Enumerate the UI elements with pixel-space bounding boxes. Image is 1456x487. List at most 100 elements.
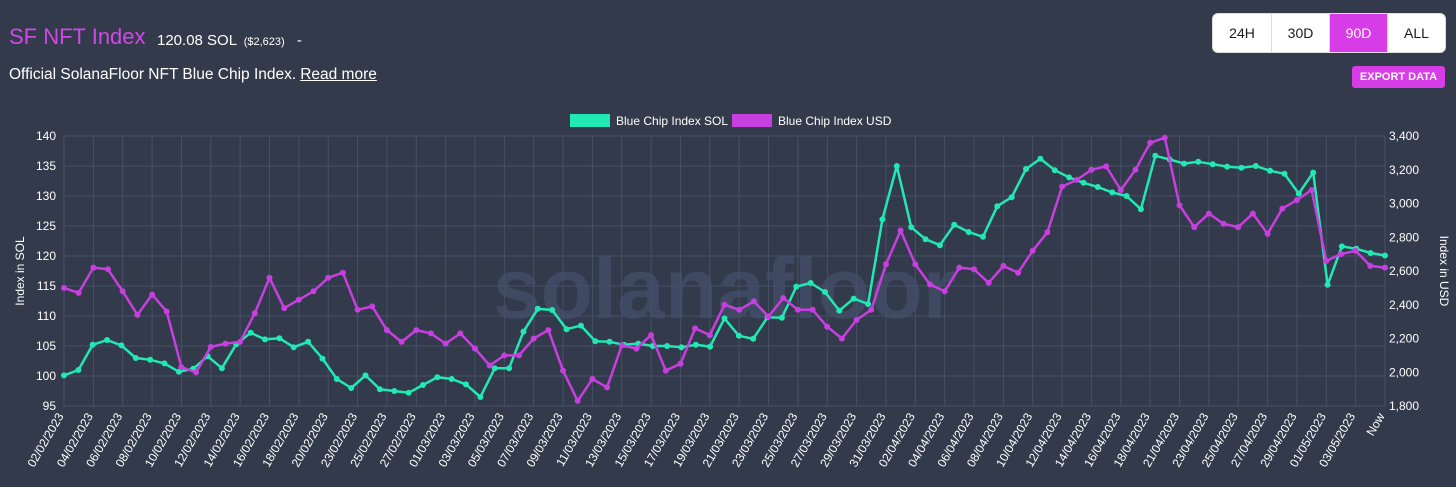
read-more-link[interactable]: Read more — [300, 66, 377, 83]
data-point-sol — [1224, 163, 1231, 170]
data-point-usd — [1264, 230, 1271, 237]
data-point-sol — [822, 289, 828, 295]
data-point-usd — [721, 301, 728, 308]
legend-swatch-usd[interactable] — [732, 114, 772, 127]
data-point-usd — [90, 264, 97, 271]
price-usd: ($2,623) — [243, 36, 285, 48]
data-point-sol — [391, 388, 398, 394]
data-point-usd — [1220, 220, 1227, 227]
data-point-usd — [1176, 202, 1183, 209]
data-point-sol — [793, 283, 800, 290]
data-point-sol — [721, 315, 728, 322]
range-90d-button[interactable]: 90D — [1329, 14, 1387, 52]
data-point-usd — [1338, 251, 1344, 258]
data-point-sol — [549, 307, 556, 313]
y-tick-label-right: 1,800 — [1389, 399, 1419, 413]
data-point-usd — [750, 298, 757, 305]
data-point-sol — [735, 332, 742, 339]
data-point-sol — [1109, 189, 1116, 196]
data-point-sol — [807, 280, 814, 286]
y-tick-label-left: 110 — [37, 309, 56, 323]
legend-label-sol: Blue Chip Index SOL — [616, 114, 728, 128]
y-tick-label-right: 2,800 — [1389, 230, 1419, 244]
data-point-usd — [1132, 166, 1139, 173]
data-point-sol — [319, 355, 326, 362]
data-point-usd — [339, 269, 346, 276]
range-all-button[interactable]: ALL — [1387, 14, 1445, 52]
data-point-sol — [994, 203, 1001, 210]
data-point-sol — [936, 242, 943, 249]
data-point-usd — [193, 369, 200, 376]
y-tick-label-left: 105 — [36, 339, 56, 353]
data-point-usd — [648, 332, 655, 339]
data-point-usd — [589, 376, 596, 382]
data-point-usd — [1279, 205, 1286, 212]
data-point-usd — [472, 345, 478, 352]
data-point-sol — [61, 372, 67, 379]
legend-swatch-sol[interactable] — [570, 114, 610, 127]
data-point-sol — [506, 365, 513, 372]
data-point-usd — [295, 296, 302, 303]
data-point-usd — [736, 306, 743, 313]
data-point-sol — [1324, 281, 1331, 288]
export-data-button[interactable]: EXPORT DATA — [1352, 66, 1445, 88]
data-point-sol — [836, 307, 843, 314]
data-point-sol — [376, 386, 383, 393]
data-point-usd — [1015, 269, 1022, 276]
data-point-sol — [678, 344, 685, 351]
data-point-sol — [664, 343, 671, 349]
data-point-sol — [1181, 160, 1187, 167]
data-point-sol — [520, 328, 527, 335]
data-point-usd — [237, 338, 244, 345]
data-point-sol — [333, 376, 340, 382]
data-point-usd — [1103, 163, 1110, 170]
data-point-usd — [765, 313, 772, 320]
data-point-usd — [868, 306, 875, 313]
data-point-usd — [1117, 187, 1124, 193]
data-point-sol — [1123, 193, 1130, 199]
data-point-sol — [75, 367, 82, 373]
data-point-sol — [1051, 167, 1058, 174]
data-point-usd — [119, 288, 126, 295]
data-point-usd — [706, 332, 713, 339]
data-point-usd — [383, 327, 390, 334]
data-point-sol — [1281, 170, 1288, 177]
data-point-usd — [149, 291, 156, 298]
data-point-sol — [448, 376, 455, 382]
data-point-usd — [369, 303, 376, 310]
data-point-sol — [1382, 252, 1388, 259]
data-point-sol — [1023, 166, 1029, 172]
data-point-usd — [457, 330, 464, 337]
data-point-usd — [178, 364, 185, 371]
x-tick-label: Now — [1363, 410, 1387, 438]
data-point-usd — [75, 289, 82, 296]
data-point-usd — [1205, 210, 1212, 217]
range-24h-button[interactable]: 24H — [1213, 14, 1271, 52]
data-point-sol — [692, 341, 699, 348]
price-change: - — [296, 32, 302, 49]
data-point-usd — [105, 266, 111, 273]
data-point-sol — [922, 236, 929, 243]
y-axis-title-left: Index in SOL — [13, 236, 27, 306]
data-point-sol — [893, 163, 900, 169]
y-tick-label-left: 135 — [36, 159, 56, 173]
data-point-usd — [545, 327, 552, 334]
data-point-usd — [809, 306, 816, 313]
data-point-usd — [501, 352, 508, 359]
data-point-usd — [1235, 224, 1242, 231]
data-point-usd — [427, 330, 434, 337]
data-point-sol — [132, 355, 139, 361]
index-price: 120.08 SOL ($2,623) - — [157, 32, 302, 49]
range-30d-button[interactable]: 30D — [1271, 14, 1329, 52]
data-point-usd — [927, 281, 933, 288]
data-point-sol — [104, 337, 111, 343]
description-text: Official SolanaFloor NFT Blue Chip Index… — [9, 66, 297, 83]
data-point-sol — [1152, 152, 1159, 159]
data-point-sol — [965, 229, 972, 235]
data-point-usd — [604, 384, 611, 391]
data-point-sol — [592, 338, 599, 345]
data-point-sol — [1094, 184, 1101, 190]
data-point-sol — [879, 216, 886, 223]
data-point-usd — [883, 261, 889, 268]
